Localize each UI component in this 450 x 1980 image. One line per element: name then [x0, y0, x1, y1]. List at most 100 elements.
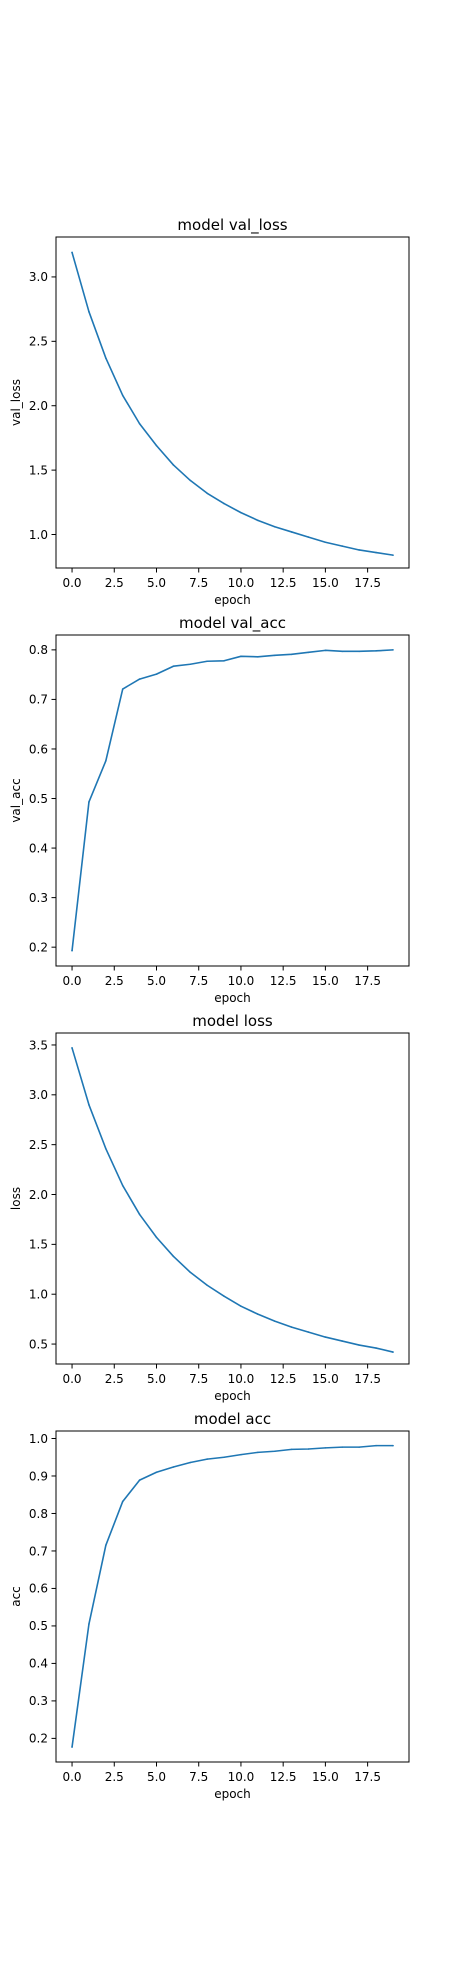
series-line: [71, 1444, 394, 1748]
x-tick-label: 5.0: [147, 974, 166, 988]
data-point: [71, 1047, 73, 1049]
data-point: [358, 650, 360, 653]
y-tick-label: 0.4: [29, 1657, 48, 1671]
data-point: [172, 665, 175, 668]
plot-frame: [55, 1032, 410, 1365]
y-tick-label: 0.3: [29, 891, 48, 905]
y-tick-label: 0.7: [29, 1544, 48, 1558]
data-point: [290, 531, 293, 533]
x-tick-label: 0.0: [62, 1372, 81, 1386]
data-point: [88, 310, 90, 313]
data-point: [257, 656, 259, 658]
y-tick-label: 1.5: [29, 463, 48, 477]
x-axis-label: epoch: [214, 991, 251, 1005]
y-tick-label: 0.8: [29, 1507, 48, 1521]
data-point: [155, 1236, 158, 1239]
data-point: [324, 649, 327, 652]
data-point: [307, 1331, 310, 1333]
data-point: [273, 1320, 276, 1322]
chart-title: model loss: [192, 1012, 273, 1030]
data-point: [206, 1458, 208, 1460]
y-tick-label: 0.4: [29, 841, 48, 855]
x-tick-label: 2.5: [105, 1372, 124, 1386]
data-point: [105, 1544, 107, 1547]
data-point: [223, 1295, 225, 1297]
data-point: [290, 653, 293, 656]
x-tick-label: 7.5: [189, 1770, 208, 1784]
x-tick-label: 17.5: [354, 576, 381, 590]
x-tick-label: 15.0: [312, 974, 339, 988]
data-point: [375, 1444, 377, 1447]
x-tick-label: 10.0: [228, 1770, 255, 1784]
x-tick-label: 7.5: [189, 1372, 208, 1386]
data-point: [88, 1103, 90, 1106]
x-tick-label: 0.0: [62, 974, 81, 988]
data-point: [138, 1479, 141, 1481]
data-point: [240, 511, 242, 514]
y-tick-label: 2.0: [29, 1188, 48, 1202]
data-point: [290, 1448, 293, 1451]
data-point: [341, 1446, 344, 1448]
y-tick-label: 0.6: [29, 742, 48, 756]
x-axis-label: epoch: [214, 1389, 251, 1403]
data-point: [392, 1351, 394, 1353]
x-tick-label: 0.0: [62, 576, 81, 590]
x-tick-label: 5.0: [147, 576, 166, 590]
data-point: [375, 1347, 377, 1349]
x-tick-label: 2.5: [105, 974, 124, 988]
data-point: [121, 1500, 124, 1503]
x-tick-label: 12.5: [270, 576, 297, 590]
data-point: [392, 554, 394, 556]
x-tick-label: 15.0: [312, 1372, 339, 1386]
data-point: [138, 678, 141, 680]
y-tick-label: 0.5: [29, 1337, 48, 1351]
x-tick-label: 12.5: [270, 1372, 297, 1386]
data-point: [105, 1147, 107, 1150]
data-point: [324, 541, 327, 544]
y-tick-label: 1.0: [29, 1432, 48, 1446]
data-point: [240, 1305, 242, 1307]
plot-frame: [55, 1430, 410, 1763]
y-tick-label: 2.0: [29, 399, 48, 413]
data-point: [121, 688, 124, 690]
data-point: [71, 949, 73, 952]
data-point: [88, 1623, 90, 1625]
data-point: [172, 1466, 175, 1468]
x-tick-label: 5.0: [147, 1372, 166, 1386]
data-point: [341, 545, 344, 547]
data-point: [105, 760, 107, 762]
x-tick-label: 15.0: [312, 1770, 339, 1784]
y-tick-label: 1.0: [29, 528, 48, 542]
data-point: [341, 650, 344, 653]
y-tick-label: 1.0: [29, 1288, 48, 1302]
x-tick-label: 10.0: [228, 1372, 255, 1386]
data-point: [223, 659, 225, 662]
x-tick-label: 17.5: [354, 974, 381, 988]
x-tick-label: 0.0: [62, 1770, 81, 1784]
x-tick-label: 2.5: [105, 576, 124, 590]
x-tick-label: 15.0: [312, 576, 339, 590]
data-point: [273, 525, 276, 528]
x-tick-label: 2.5: [105, 1770, 124, 1784]
data-point: [375, 650, 377, 652]
y-tick-label: 0.5: [29, 1619, 48, 1633]
data-point: [290, 1326, 293, 1328]
series-line: [71, 251, 394, 556]
data-point: [223, 1456, 225, 1459]
data-point: [358, 1446, 360, 1448]
data-point: [189, 479, 192, 482]
series-line: [71, 649, 394, 952]
x-tick-label: 12.5: [270, 974, 297, 988]
chart-panel-4: model acc 0.0 2.5 5.0 7.5 10.0 12.5 15.0 17.5 0.2…: [9, 1410, 410, 1801]
x-tick-label: 12.5: [270, 1770, 297, 1784]
data-point: [189, 1271, 192, 1274]
y-tick-label: 3.5: [29, 1038, 48, 1052]
data-point: [206, 660, 208, 663]
data-point: [172, 1255, 175, 1258]
chart-panel-2: model val_acc 0.0 2.5 5.0 7.5 10.0 12.5 15.0 17.…: [9, 614, 410, 1005]
data-point: [189, 663, 192, 666]
y-tick-label: 0.3: [29, 1694, 48, 1708]
y-tick-label: 0.2: [29, 1732, 48, 1746]
y-tick-label: 0.9: [29, 1469, 48, 1483]
x-tick-label: 7.5: [189, 576, 208, 590]
